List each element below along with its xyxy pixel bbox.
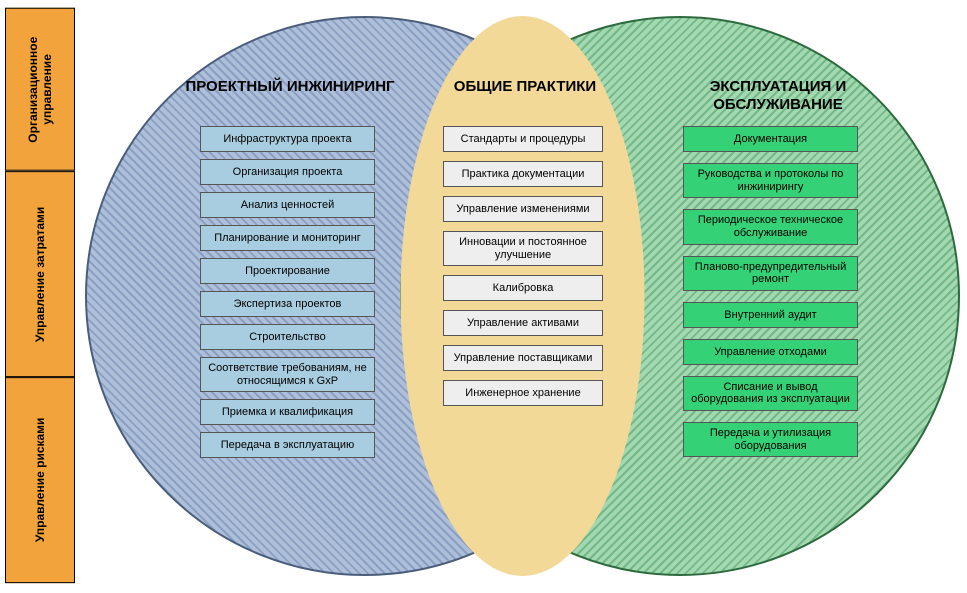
sidebar-cell-cost-management: Управление затратами <box>5 171 75 377</box>
left-item: Приемка и квалификация <box>200 399 375 425</box>
mid-item: Инновации и постоянное улучшение <box>443 231 603 266</box>
header-right: ЭКСПЛУАТАЦИЯ И ОБСЛУЖИВАНИЕ <box>663 78 893 114</box>
mid-item: Калибровка <box>443 275 603 301</box>
left-item: Планирование и мониторинг <box>200 225 375 251</box>
left-item: Экспертиза проектов <box>200 291 375 317</box>
left-item: Передача в эксплуатацию <box>200 432 375 458</box>
column-middle: Стандарты и процедуры Практика документа… <box>443 126 603 406</box>
left-item: Организация проекта <box>200 159 375 185</box>
mid-item: Управление поставщиками <box>443 345 603 371</box>
right-item: Передача и утилизация оборудования <box>683 422 858 457</box>
right-item: Документация <box>683 126 858 152</box>
mid-item: Инженерное хранение <box>443 380 603 406</box>
mid-item: Управление активами <box>443 310 603 336</box>
sidebar-cell-risk-management: Управление рисками <box>5 377 75 583</box>
column-left: Инфраструктура проекта Организация проек… <box>200 126 375 458</box>
right-item: Списание и вывод оборудования из эксплуа… <box>683 376 858 411</box>
left-item: Проектирование <box>200 258 375 284</box>
left-item: Инфраструктура проекта <box>200 126 375 152</box>
mid-item: Стандарты и процедуры <box>443 126 603 152</box>
header-middle: ОБЩИЕ ПРАКТИКИ <box>445 78 605 96</box>
left-item: Соответствие требованиям, не относящимся… <box>200 357 375 392</box>
mid-item: Практика документации <box>443 161 603 187</box>
right-item: Управление отходами <box>683 339 858 365</box>
right-item: Периодическое техническое обслуживание <box>683 209 858 244</box>
venn-diagram: ПРОЕКТНЫЙ ИНЖИНИРИНГ ОБЩИЕ ПРАКТИКИ ЭКСП… <box>85 8 960 583</box>
right-item: Внутренний аудит <box>683 302 858 328</box>
header-left: ПРОЕКТНЫЙ ИНЖИНИРИНГ <box>175 78 405 96</box>
column-right: Документация Руководства и протоколы по … <box>683 126 858 457</box>
right-item: Планово-предупредительный ремонт <box>683 256 858 291</box>
left-item: Анализ ценностей <box>200 192 375 218</box>
mid-item: Управление изменениями <box>443 196 603 222</box>
left-item: Строительство <box>200 324 375 350</box>
sidebar: Организационное управление Управление за… <box>5 8 75 583</box>
sidebar-cell-org-management: Организационное управление <box>5 8 75 171</box>
right-item: Руководства и протоколы по инжинирингу <box>683 163 858 198</box>
